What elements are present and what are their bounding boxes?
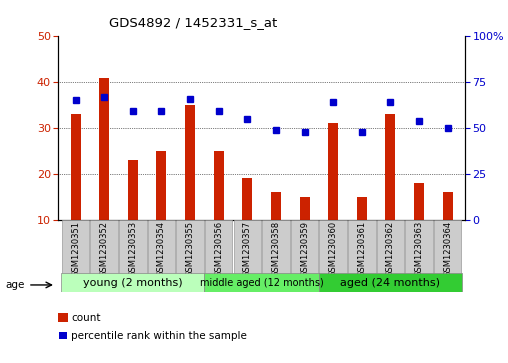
Text: young (2 months): young (2 months) (83, 278, 183, 288)
Text: GSM1230356: GSM1230356 (214, 221, 223, 277)
Text: GSM1230360: GSM1230360 (329, 221, 338, 277)
Text: GSM1230358: GSM1230358 (271, 221, 280, 277)
Bar (357, 197, 367, 220)
FancyBboxPatch shape (320, 220, 347, 274)
Bar (156, 151, 167, 220)
Bar (300, 197, 309, 220)
FancyBboxPatch shape (376, 220, 404, 274)
Text: GSM1230359: GSM1230359 (300, 221, 309, 277)
FancyBboxPatch shape (204, 273, 319, 292)
Text: GSM1230354: GSM1230354 (157, 221, 166, 277)
FancyBboxPatch shape (348, 220, 375, 274)
Text: GSM1230357: GSM1230357 (243, 221, 252, 277)
FancyBboxPatch shape (319, 273, 462, 292)
Text: count: count (71, 313, 101, 323)
Text: GSM1230361: GSM1230361 (357, 221, 366, 277)
FancyBboxPatch shape (434, 220, 461, 274)
Text: GSM1230351: GSM1230351 (71, 221, 80, 277)
Text: aged (24 months): aged (24 months) (340, 278, 440, 288)
Text: GSM1230362: GSM1230362 (386, 221, 395, 277)
Text: middle aged (12 months): middle aged (12 months) (200, 278, 324, 288)
FancyBboxPatch shape (119, 220, 147, 274)
FancyBboxPatch shape (291, 220, 319, 274)
Text: GSM1230363: GSM1230363 (415, 221, 424, 277)
FancyBboxPatch shape (148, 220, 175, 274)
FancyBboxPatch shape (262, 220, 290, 274)
Bar (214, 151, 224, 220)
Bar (271, 192, 281, 220)
FancyBboxPatch shape (176, 220, 204, 274)
Text: GSM1230355: GSM1230355 (185, 221, 195, 277)
Text: GDS4892 / 1452331_s_at: GDS4892 / 1452331_s_at (109, 16, 277, 29)
Text: percentile rank within the sample: percentile rank within the sample (71, 331, 247, 341)
Text: GSM1230364: GSM1230364 (443, 221, 452, 277)
Bar (442, 192, 453, 220)
Bar (128, 160, 138, 220)
Bar (71, 114, 81, 220)
FancyBboxPatch shape (62, 220, 89, 274)
Text: GSM1230353: GSM1230353 (129, 221, 137, 277)
FancyBboxPatch shape (205, 220, 233, 274)
Text: GSM1230352: GSM1230352 (100, 221, 109, 277)
FancyBboxPatch shape (90, 220, 118, 274)
Bar (414, 183, 424, 220)
Text: age: age (5, 280, 24, 290)
FancyBboxPatch shape (234, 220, 261, 274)
Bar (386, 114, 395, 220)
Bar (99, 78, 109, 220)
FancyBboxPatch shape (405, 220, 433, 274)
Bar (242, 178, 252, 220)
Bar (328, 123, 338, 220)
Bar (185, 105, 195, 220)
FancyBboxPatch shape (61, 273, 204, 292)
